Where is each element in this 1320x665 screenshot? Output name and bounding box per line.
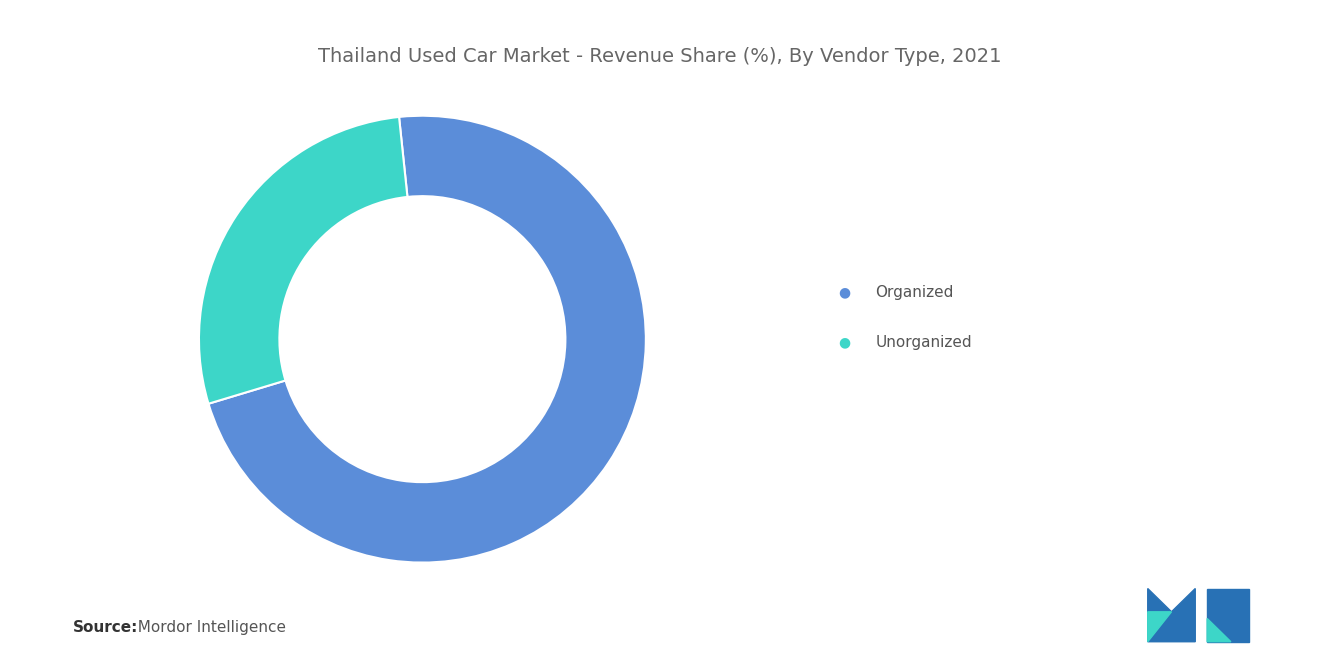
Text: ●: ● [838,285,850,300]
Text: Source:: Source: [73,620,139,635]
Text: Organized: Organized [875,285,953,300]
Polygon shape [1148,612,1172,642]
Wedge shape [209,116,645,563]
Text: ●: ● [838,335,850,350]
Text: Mordor Intelligence: Mordor Intelligence [128,620,286,635]
Wedge shape [199,117,408,404]
Polygon shape [1206,618,1230,642]
Polygon shape [1148,589,1196,642]
Text: Unorganized: Unorganized [875,335,972,350]
Text: Thailand Used Car Market - Revenue Share (%), By Vendor Type, 2021: Thailand Used Car Market - Revenue Share… [318,47,1002,66]
Polygon shape [1206,589,1249,642]
